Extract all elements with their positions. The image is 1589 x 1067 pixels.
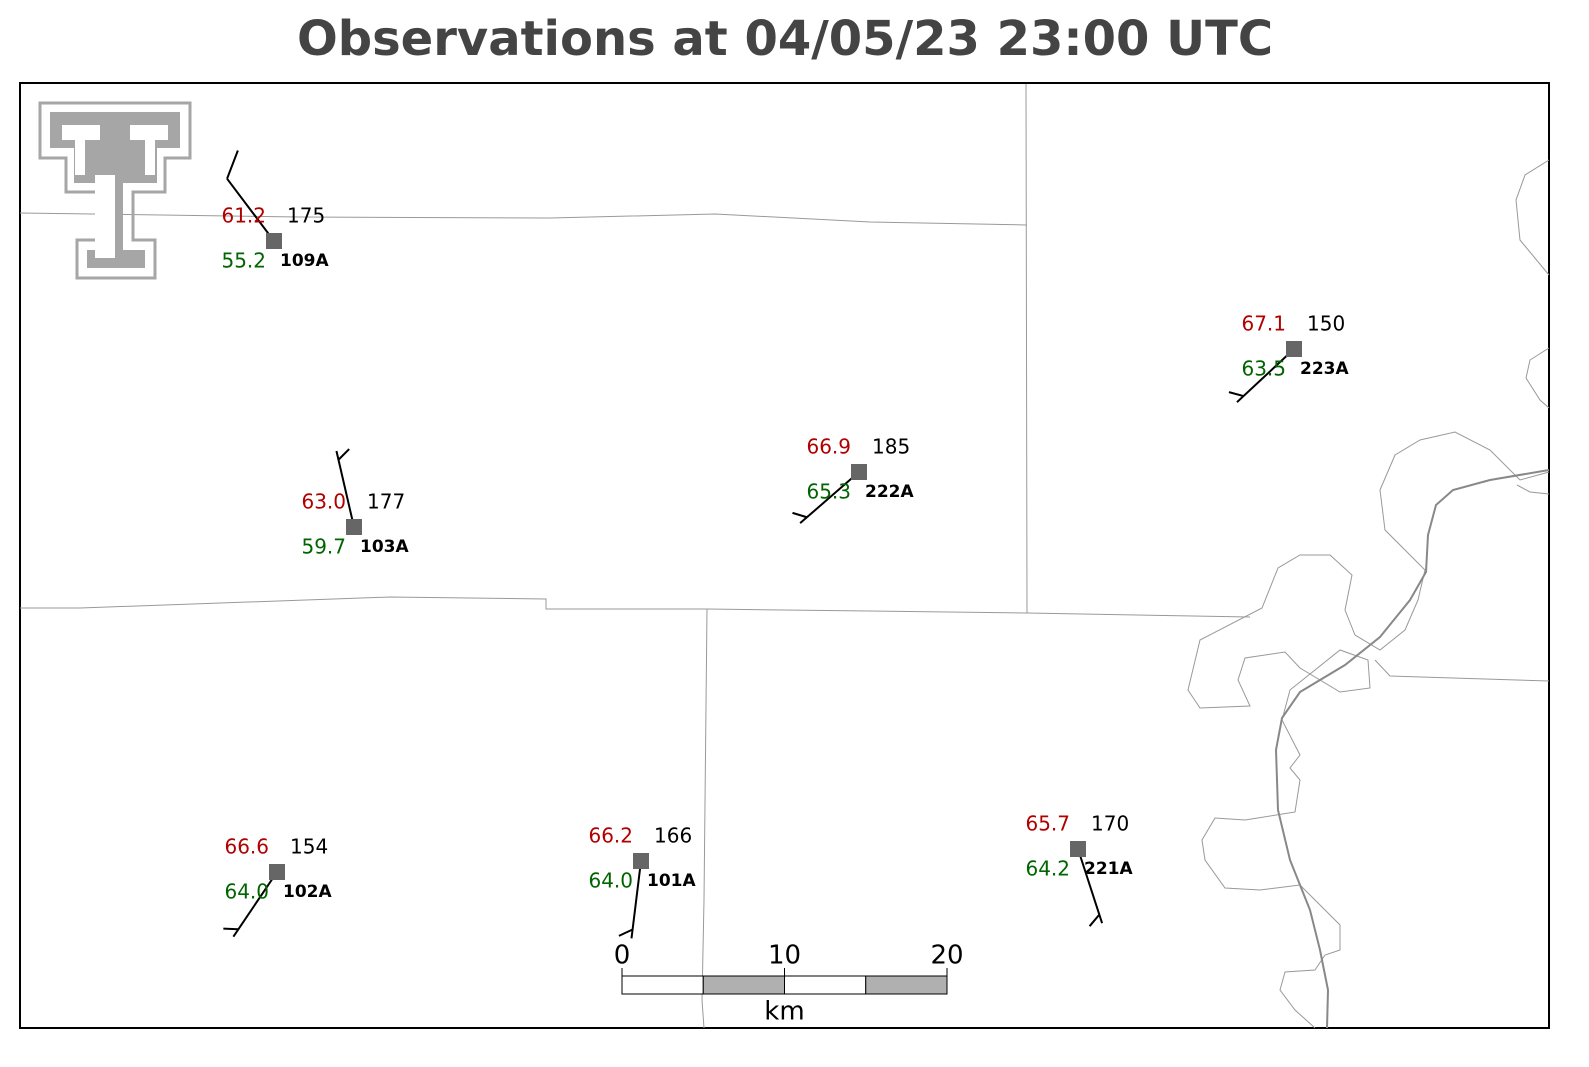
wind-barb [226,150,275,242]
wind-barb [618,860,642,939]
rivers [1187,159,1550,1029]
temperature: 66.2 [588,824,633,848]
title: Observations at 04/05/23 23:00 UTC [297,11,1273,67]
highway [1274,469,1550,1029]
station-id: 222A [865,482,914,502]
temperature: 63.0 [301,490,346,514]
pressure: 150 [1307,312,1345,336]
station-marker [1070,841,1086,857]
pressure: 170 [1091,812,1129,836]
station-marker [1286,341,1302,357]
dewpoint: 64.0 [588,869,633,893]
scale-label: 0 [614,941,631,971]
station-id: 221A [1084,859,1133,879]
scale-bar: 0 10 20 km [614,941,964,1027]
dewpoint: 64.0 [224,880,269,904]
pressure: 177 [367,490,405,514]
pressure: 185 [872,435,910,459]
dewpoint: 64.2 [1025,857,1070,881]
scale-label: 10 [768,941,801,971]
wind-barb [1077,848,1104,927]
scale-unit: km [764,997,804,1027]
scale-segment [621,975,704,995]
station-marker [346,519,362,535]
dewpoint: 55.2 [221,249,266,273]
station-marker [269,864,285,880]
wind-barb [223,871,278,938]
station-id: 103A [360,537,409,557]
station-id: 223A [1300,359,1349,379]
scale-segment [784,975,867,995]
temperature: 66.6 [224,835,269,859]
wind-barb [792,471,860,524]
pressure: 154 [290,835,328,859]
scale-segment [702,975,785,995]
scale-label: 20 [930,941,963,971]
station-marker [633,853,649,869]
temperature: 67.1 [1241,312,1286,336]
station-id: 102A [283,882,332,902]
station-marker [266,233,282,249]
pressure: 175 [287,204,325,228]
scale-segment [865,975,948,995]
temperature: 65.7 [1025,812,1070,836]
pressure: 166 [654,824,692,848]
wind-barb [1228,348,1295,403]
station-plots: 61.2 175 55.2 109A 63.0 177 59.7 103A 66.9 185 65.… [221,150,1349,939]
station-id: 109A [280,251,329,271]
station-marker [851,464,867,480]
logo [38,101,192,280]
station-id: 101A [647,871,696,891]
dewpoint: 63.5 [1241,357,1286,381]
temperature: 66.9 [806,435,851,459]
wind-barb [335,448,355,528]
dewpoint: 59.7 [301,535,346,559]
temperature: 61.2 [221,204,266,228]
county-lines [19,83,1550,1029]
dewpoint: 65.3 [806,480,851,504]
